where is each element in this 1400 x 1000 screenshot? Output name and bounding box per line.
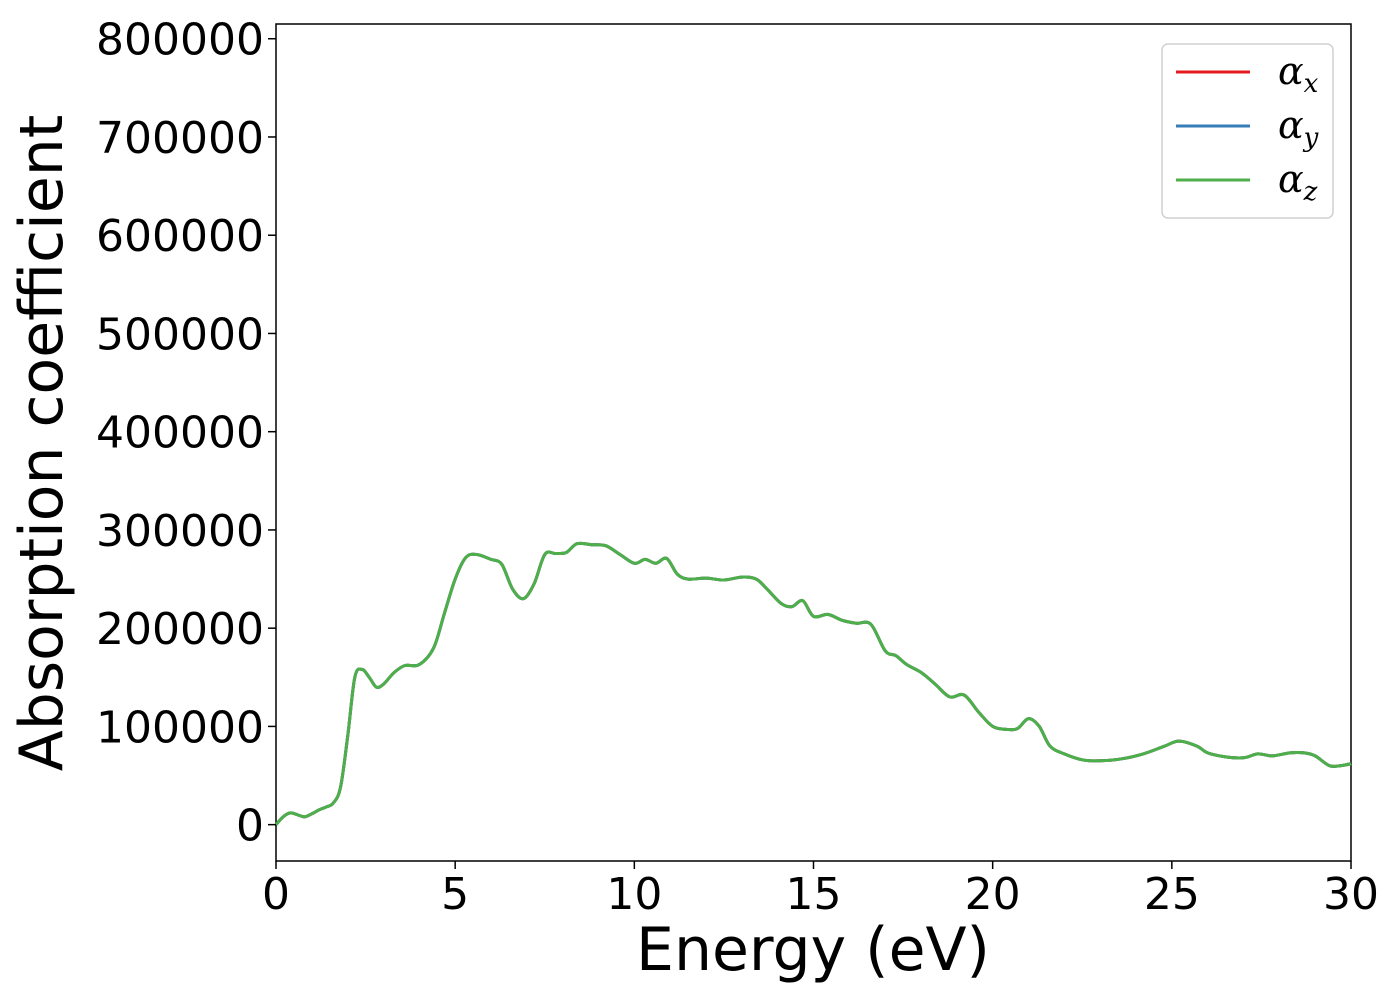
y-tick-label: 100000 (96, 702, 264, 753)
x-tick-label: 0 (262, 869, 290, 920)
x-tick-label: 20 (965, 869, 1021, 920)
legend-label-x: αx (1278, 49, 1319, 99)
y-tick-label: 0 (236, 801, 264, 852)
y-tick-label: 200000 (96, 604, 264, 655)
series-line-z (274, 541, 1352, 826)
y-tick-label: 300000 (96, 506, 264, 557)
y-tick-label: 600000 (96, 211, 264, 262)
y-axis-title: Absorption coefficient (7, 115, 77, 772)
x-tick-label: 30 (1323, 869, 1379, 920)
y-tick-label: 400000 (96, 408, 264, 459)
legend-box (1161, 43, 1334, 219)
legend-label-z: αz (1278, 157, 1318, 207)
legend-label-y: αy (1278, 103, 1319, 153)
y-tick-label: 800000 (96, 15, 264, 66)
y-tick-label: 500000 (96, 309, 264, 360)
x-tick-label: 5 (441, 869, 469, 920)
x-tick-label: 15 (786, 869, 842, 920)
x-tick-label: 25 (1144, 869, 1200, 920)
series-layer (274, 541, 1352, 826)
y-ticks: 0 100000 200000 300000 400000 500000 600000 700… (96, 15, 276, 852)
x-tick-label: 10 (606, 869, 662, 920)
x-axis-title: Energy (eV) (636, 915, 990, 985)
x-ticks: 0 5 10 15 20 25 30 (262, 861, 1379, 920)
y-tick-label: 700000 (96, 113, 264, 164)
